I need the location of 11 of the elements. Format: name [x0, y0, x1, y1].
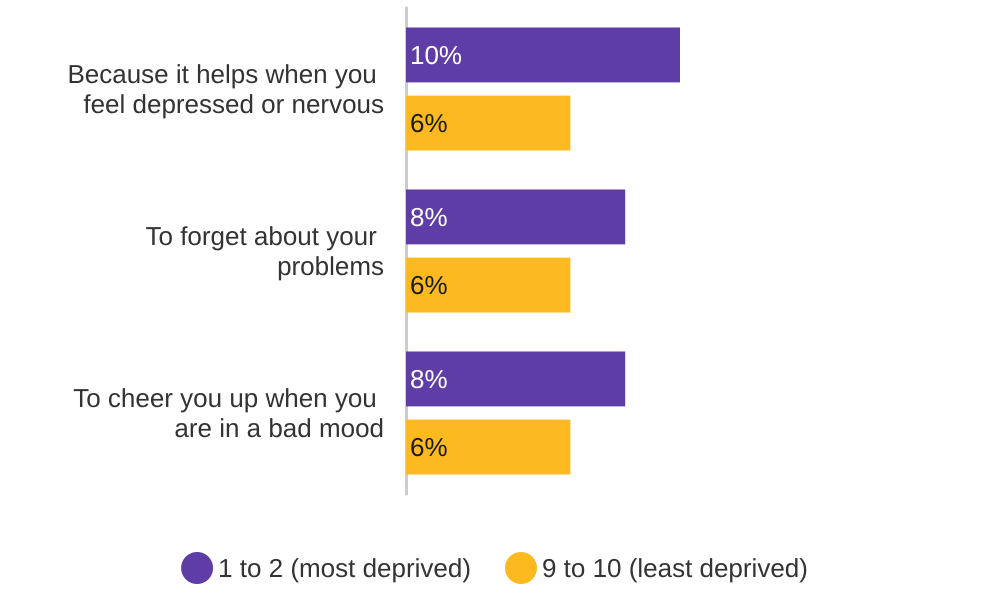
y-tick-label: Because it helps when you feel depressed or nervous — [67, 59, 384, 119]
data-label: 8% — [410, 364, 448, 394]
data-label: 6% — [410, 108, 448, 138]
legend-label: 1 to 2 (most deprived) — [218, 553, 471, 583]
data-label: 6% — [410, 270, 448, 300]
y-tick-label: To forget about your problems — [146, 221, 384, 281]
data-label: 10% — [410, 40, 462, 70]
legend-label: 9 to 10 (least deprived) — [542, 553, 808, 583]
y-tick-label: To cheer you up when you are in a bad mood — [73, 383, 384, 443]
data-label: 6% — [410, 432, 448, 462]
data-label: 8% — [410, 202, 448, 232]
